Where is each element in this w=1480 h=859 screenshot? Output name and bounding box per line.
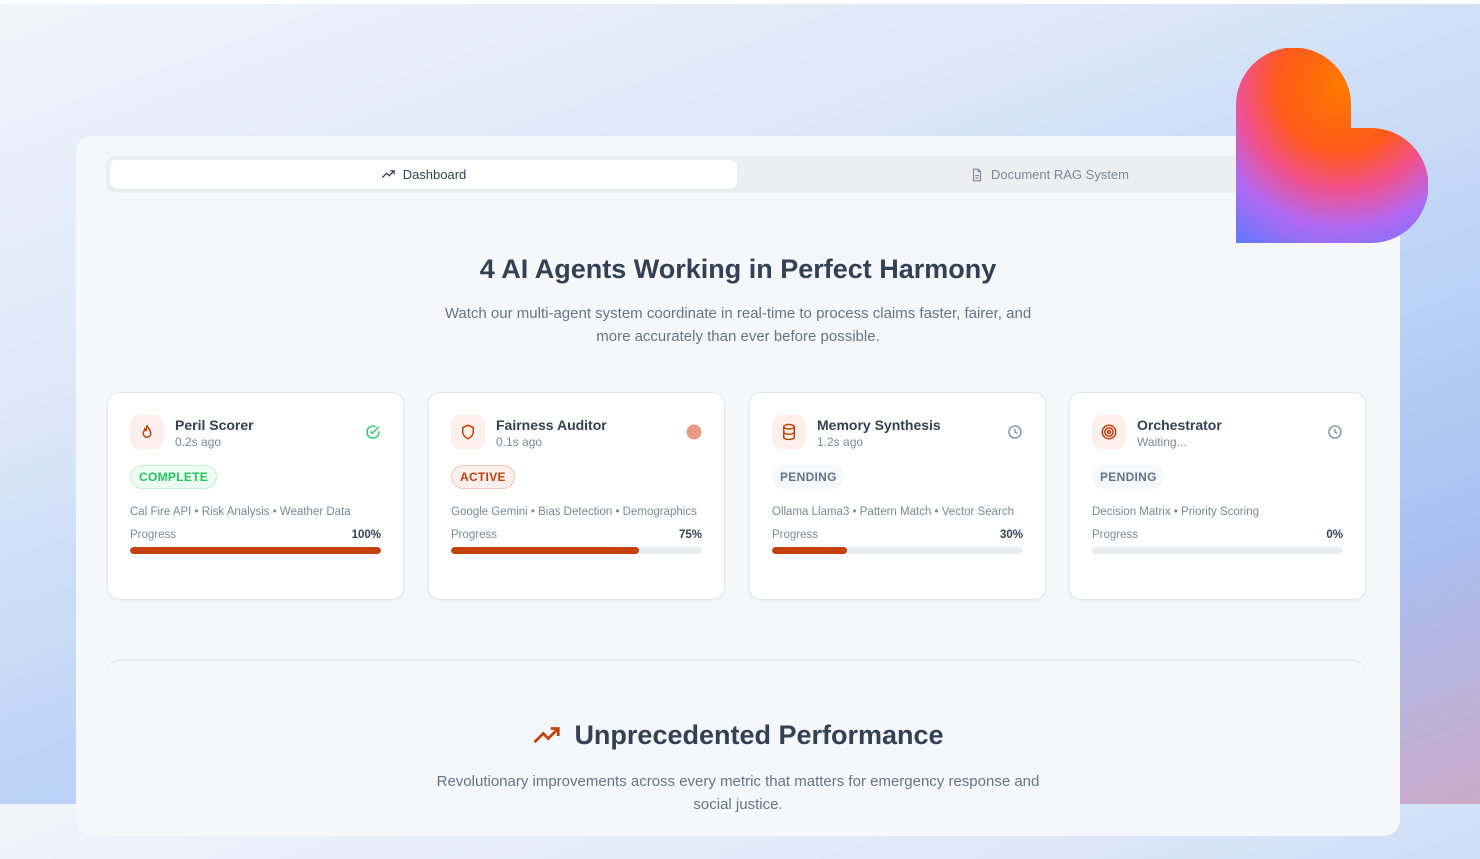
agent-name: Memory Synthesis (817, 417, 941, 433)
status-badge: PENDING (1092, 465, 1165, 489)
agent-time: 1.2s ago (817, 435, 864, 449)
progress-label: Progress (130, 529, 177, 541)
progress-fill (451, 547, 640, 554)
hero-subtitle: Watch our multi-agent system coordinate … (444, 305, 1032, 345)
trending-up-icon (381, 170, 395, 179)
status-badge: ACTIVE (451, 465, 515, 489)
flame-icon (142, 425, 152, 438)
progress-bar (130, 547, 381, 554)
agent-name: Fairness Auditor (496, 417, 607, 433)
performance-section (106, 659, 1366, 859)
agent-tags: Decision Matrix • Priority Scoring (1092, 506, 1259, 518)
progress-value: 100% (351, 529, 381, 541)
trending-up-icon (533, 726, 561, 743)
performance-title: Unprecedented Performance (76, 720, 1400, 751)
tab-bar: Dashboard Document RAG System (106, 156, 1366, 193)
shield-icon (462, 424, 474, 440)
agent-tags: Google Gemini • Bias Detection • Demogra… (451, 506, 697, 518)
progress-fill (130, 547, 381, 554)
target-icon (1101, 424, 1117, 440)
tab-label: Document RAG System (991, 167, 1129, 182)
progress-row: Progress 100% (130, 529, 381, 541)
tab-label: Dashboard (402, 167, 467, 182)
progress-label: Progress (772, 529, 819, 541)
progress-row: Progress 0% (1092, 529, 1343, 541)
progress-label: Progress (1092, 529, 1139, 541)
progress-value: 30% (999, 529, 1023, 541)
agent-name: Peril Scorer (175, 417, 254, 433)
progress-bar (772, 547, 1023, 554)
pulse-dot-icon (686, 424, 702, 440)
agent-card[interactable]: Peril Scorer 0.2s ago COMPLETE Cal Fire … (107, 392, 404, 600)
agent-card[interactable]: Orchestrator Waiting... PENDING Decision… (1069, 392, 1366, 600)
tab-dashboard[interactable]: Dashboard (110, 160, 737, 189)
tab-document-rag[interactable]: Document RAG System (737, 160, 1362, 189)
performance-subtitle: Revolutionary improvements across every … (436, 773, 1040, 813)
clock-icon (1327, 424, 1343, 440)
performance-title-text: Unprecedented Performance (574, 720, 944, 750)
agent-icon-box (772, 415, 806, 449)
progress-label: Progress (451, 529, 498, 541)
agent-icon-box (451, 415, 485, 449)
agent-card[interactable]: Fairness Auditor 0.1s ago ACTIVE Google … (428, 392, 725, 600)
agent-time: Waiting... (1137, 435, 1187, 449)
agent-card[interactable]: Memory Synthesis 1.2s ago PENDING Ollama… (749, 392, 1046, 600)
hero-title: 4 AI Agents Working in Perfect Harmony (479, 254, 997, 284)
top-edge (0, 0, 1480, 4)
progress-fill (772, 547, 848, 554)
clock-icon (1007, 424, 1023, 440)
progress-row: Progress 75% (451, 529, 702, 541)
main-panel: Dashboard Document RAG System 4 AI Agent… (76, 136, 1400, 836)
file-text-icon (972, 168, 982, 181)
agent-tags: Ollama Llama3 • Pattern Match • Vector S… (772, 506, 1014, 518)
agent-icon-box (1092, 415, 1126, 449)
progress-value: 0% (1326, 529, 1343, 541)
agent-time: 0.1s ago (496, 435, 543, 449)
check-circle-icon (365, 424, 381, 440)
heart-logo (1236, 48, 1428, 243)
progress-bar (451, 547, 702, 554)
status-badge: COMPLETE (130, 465, 218, 489)
progress-value: 75% (678, 529, 702, 541)
status-badge: PENDING (772, 465, 845, 489)
agent-tags: Cal Fire API • Risk Analysis • Weather D… (130, 506, 351, 518)
agent-time: 0.2s ago (175, 435, 222, 449)
progress-bar (1092, 547, 1343, 554)
database-icon (783, 423, 795, 441)
progress-row: Progress 30% (772, 529, 1023, 541)
agent-icon-box (130, 415, 164, 449)
agent-name: Orchestrator (1137, 417, 1222, 433)
